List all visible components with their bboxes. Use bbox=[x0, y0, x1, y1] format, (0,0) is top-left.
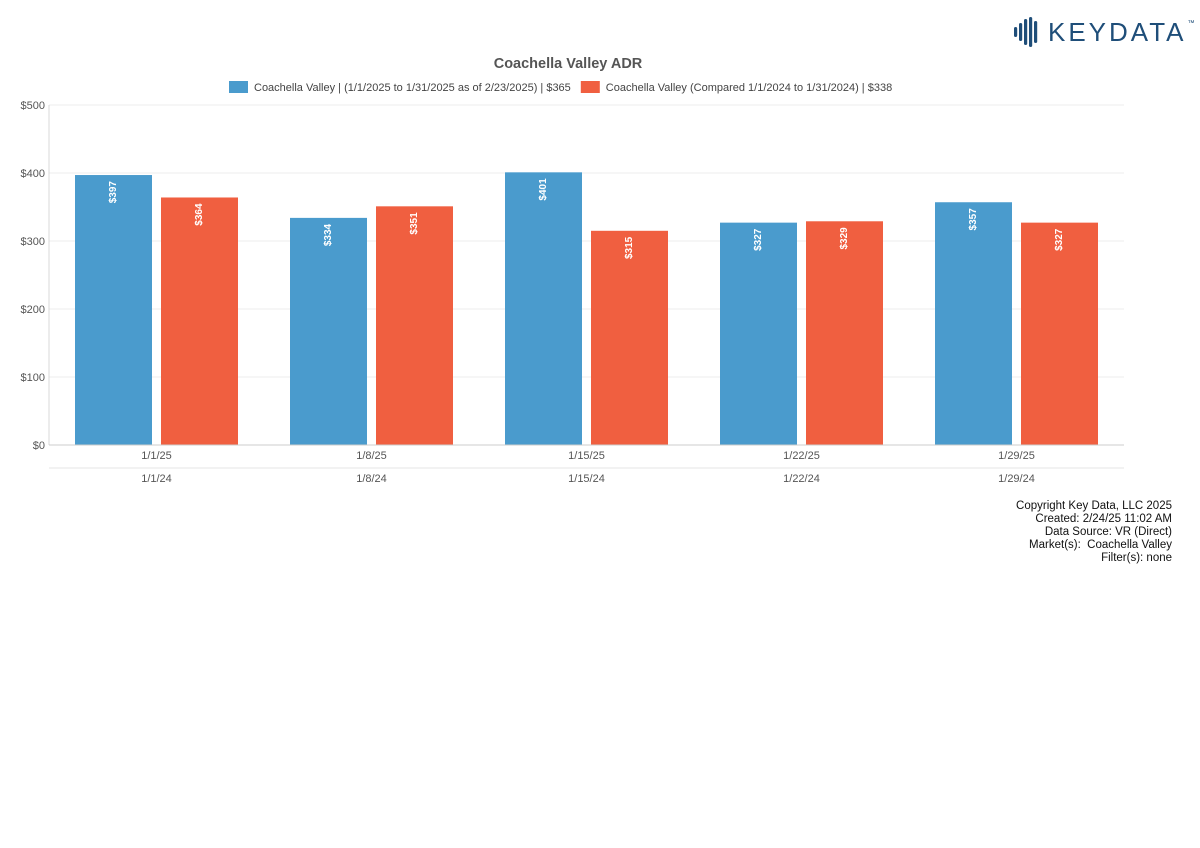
bar-value-label: $357 bbox=[968, 208, 979, 231]
bar-value-label: $315 bbox=[624, 236, 635, 259]
legend-label-1: Coachella Valley (Compared 1/1/2024 to 1… bbox=[606, 82, 892, 94]
legend-swatch-1 bbox=[580, 81, 600, 93]
x-secondary-tick-label: 1/1/24 bbox=[141, 473, 172, 485]
bar-value-label: $397 bbox=[108, 181, 119, 204]
bar-value-label: $329 bbox=[839, 227, 850, 250]
bar-4-0 bbox=[935, 202, 1012, 445]
bar-0-0 bbox=[75, 175, 152, 446]
markets-text: Market(s): Coachella Valley bbox=[1029, 539, 1172, 551]
copyright-text: Copyright Key Data, LLC 2025 bbox=[1016, 500, 1172, 512]
y-tick-label: $400 bbox=[21, 168, 45, 180]
bar-2-1 bbox=[591, 230, 668, 445]
bar-1-0 bbox=[290, 217, 367, 445]
bars: $397 $364 $334 $351 $401 $315 $327 $329 $357 $327 bbox=[75, 172, 1098, 446]
chart-title: Coachella Valley ADR bbox=[494, 56, 643, 72]
x-secondary-tick-label: 1/22/24 bbox=[783, 473, 820, 485]
bar-2-0 bbox=[505, 172, 582, 445]
bar-4-1 bbox=[1021, 222, 1098, 445]
legend-swatch-0 bbox=[229, 81, 248, 93]
x-tick-label: 1/22/25 bbox=[783, 450, 820, 462]
bar-1-1 bbox=[376, 206, 453, 445]
bars-logo-icon bbox=[1014, 17, 1038, 47]
bar-3-1 bbox=[806, 221, 883, 445]
legend-label-0: Coachella Valley | (1/1/2025 to 1/31/202… bbox=[254, 82, 571, 94]
bar-value-label: $401 bbox=[538, 178, 549, 201]
x-tick-label: 1/15/25 bbox=[568, 450, 605, 462]
created-text: Created: 2/24/25 11:02 AM bbox=[1035, 513, 1172, 525]
data-source-text: Data Source: VR (Direct) bbox=[1044, 526, 1172, 538]
y-axis: $0 $100 $200 $300 $400 $500 bbox=[21, 100, 50, 452]
y-tick-label: $100 bbox=[21, 372, 45, 384]
bar-3-0 bbox=[720, 222, 797, 445]
x-tick-label: 1/29/25 bbox=[998, 450, 1035, 462]
x-secondary-tick-label: 1/8/24 bbox=[356, 473, 387, 485]
x-secondary-tick-label: 1/29/24 bbox=[998, 473, 1035, 485]
bar-value-label: $327 bbox=[753, 228, 764, 251]
bar-value-label: $351 bbox=[409, 212, 420, 235]
bar-value-label: $327 bbox=[1054, 228, 1065, 251]
bar-value-label: $334 bbox=[323, 223, 334, 246]
x-secondary-tick-label: 1/15/24 bbox=[568, 473, 605, 485]
adr-bar-chart: Coachella Valley ADR Coachella Valley | … bbox=[21, 56, 1124, 485]
filters-text: Filter(s): none bbox=[1101, 552, 1172, 564]
bar-value-label: $364 bbox=[194, 203, 205, 226]
keydata-logo: KEYDATA ™ bbox=[1014, 14, 1195, 50]
y-tick-label: $300 bbox=[21, 236, 45, 248]
bar-0-1 bbox=[161, 197, 238, 445]
x-tick-label: 1/1/25 bbox=[141, 450, 172, 462]
brand-trademark: ™ bbox=[1187, 20, 1195, 27]
y-tick-label: $500 bbox=[21, 100, 45, 112]
legend: Coachella Valley | (1/1/2025 to 1/31/202… bbox=[229, 81, 892, 94]
chart-footer: Copyright Key Data, LLC 2025 Created: 2/… bbox=[1016, 500, 1172, 565]
x-axis: 1/1/25 1/1/24 1/8/25 1/8/24 1/15/25 1/15/24 1/… bbox=[49, 444, 1124, 485]
y-tick-label: $0 bbox=[33, 440, 45, 452]
x-tick-label: 1/8/25 bbox=[356, 450, 387, 462]
y-tick-label: $200 bbox=[21, 304, 45, 316]
brand-name: KEYDATA bbox=[1048, 17, 1187, 47]
